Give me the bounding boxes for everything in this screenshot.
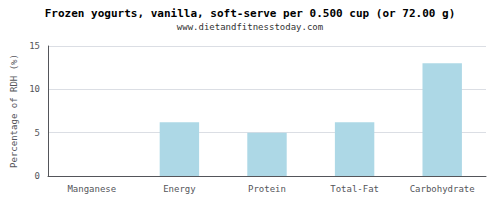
svg-text:www.dietandfitnesstoday.com: www.dietandfitnesstoday.com bbox=[177, 22, 323, 32]
svg-text:5: 5 bbox=[35, 128, 40, 138]
svg-text:Protein: Protein bbox=[248, 184, 286, 194]
svg-text:0: 0 bbox=[35, 171, 40, 181]
svg-text:Carbohydrate: Carbohydrate bbox=[410, 184, 475, 194]
svg-text:15: 15 bbox=[29, 41, 40, 51]
svg-text:10: 10 bbox=[29, 84, 40, 94]
svg-text:Total-Fat: Total-Fat bbox=[330, 184, 379, 194]
svg-text:Energy: Energy bbox=[163, 184, 196, 194]
svg-text:Manganese: Manganese bbox=[67, 184, 116, 194]
svg-text:Frozen yogurts, vanilla, soft-: Frozen yogurts, vanilla, soft-serve per … bbox=[45, 7, 456, 20]
svg-text:Percentage of RDH (%): Percentage of RDH (%) bbox=[9, 54, 19, 168]
